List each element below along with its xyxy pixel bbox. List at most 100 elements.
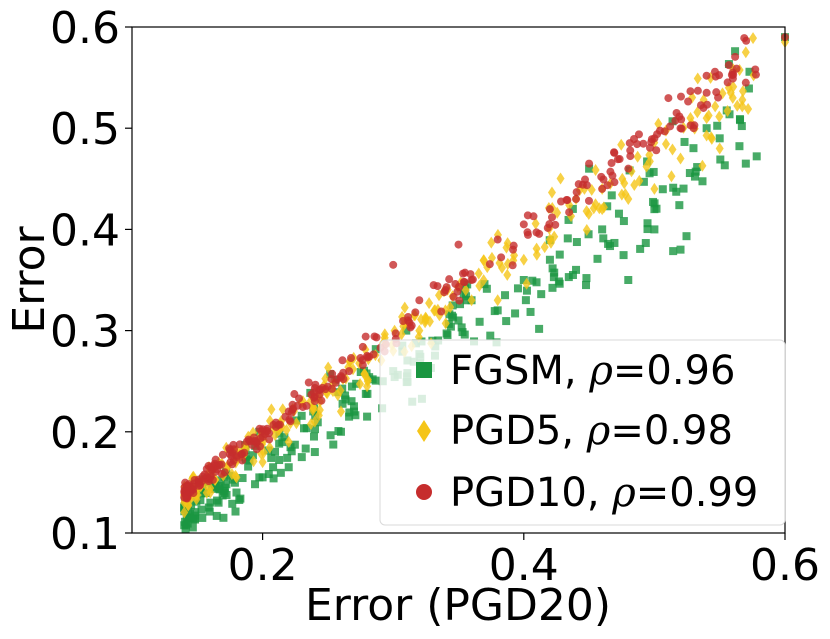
point-pgd10 — [608, 171, 617, 180]
point-pgd10 — [741, 78, 750, 87]
point-pgd10 — [195, 481, 204, 490]
point-fgsm — [599, 234, 608, 243]
point-fgsm — [280, 433, 289, 442]
point-pgd5 — [425, 297, 434, 310]
point-fgsm — [283, 453, 292, 462]
point-pgd10 — [626, 146, 635, 155]
point-fgsm — [248, 451, 257, 460]
point-pgd10 — [370, 332, 379, 341]
point-fgsm — [284, 463, 293, 472]
point-fgsm — [682, 232, 691, 241]
point-fgsm — [462, 296, 471, 305]
point-pgd5 — [363, 380, 372, 393]
point-fgsm — [290, 440, 299, 449]
point-fgsm — [197, 489, 206, 498]
point-pgd10 — [613, 155, 622, 164]
point-pgd5 — [744, 102, 753, 115]
point-pgd10 — [610, 178, 619, 187]
point-fgsm — [350, 407, 359, 416]
point-pgd10 — [445, 275, 454, 284]
point-fgsm — [548, 264, 557, 273]
point-fgsm — [572, 238, 581, 247]
point-pgd10 — [624, 164, 633, 173]
point-pgd10 — [248, 441, 257, 450]
point-fgsm — [287, 447, 296, 456]
point-pgd10 — [338, 356, 347, 365]
point-pgd10 — [183, 483, 192, 492]
point-pgd10 — [634, 130, 643, 139]
point-fgsm — [238, 474, 247, 483]
point-fgsm — [188, 523, 197, 532]
point-pgd5 — [582, 224, 591, 237]
point-fgsm — [658, 185, 667, 194]
point-fgsm — [744, 84, 753, 93]
point-fgsm — [693, 163, 702, 172]
point-pgd10 — [218, 450, 227, 459]
point-pgd5 — [650, 182, 659, 195]
point-fgsm — [341, 391, 350, 400]
point-pgd10 — [599, 175, 608, 184]
point-pgd10 — [189, 489, 198, 498]
point-pgd5 — [479, 274, 488, 287]
point-pgd10 — [302, 401, 311, 410]
point-fgsm — [568, 271, 577, 280]
point-pgd5 — [278, 403, 287, 416]
point-pgd10 — [331, 378, 340, 387]
point-fgsm — [349, 402, 358, 411]
data-points — [180, 32, 789, 533]
point-fgsm — [502, 317, 511, 326]
point-fgsm — [222, 480, 231, 489]
point-pgd5 — [232, 471, 241, 484]
point-pgd10 — [563, 196, 572, 205]
point-fgsm — [537, 290, 546, 299]
point-pgd10 — [310, 383, 319, 392]
point-pgd10 — [545, 205, 554, 214]
point-pgd5 — [715, 142, 724, 155]
point-pgd5 — [441, 317, 450, 330]
point-pgd5 — [645, 149, 654, 162]
point-fgsm — [442, 329, 451, 338]
point-fgsm — [345, 412, 354, 421]
point-fgsm — [286, 443, 295, 452]
point-pgd10 — [523, 228, 532, 237]
point-pgd10 — [728, 68, 737, 77]
point-fgsm — [275, 456, 284, 465]
legend-label-pgd5: PGD5, ρ=0.98 — [450, 408, 733, 454]
point-fgsm — [278, 438, 287, 447]
point-pgd5 — [498, 261, 507, 274]
point-pgd5 — [310, 415, 319, 428]
point-pgd10 — [702, 71, 711, 80]
point-fgsm — [205, 507, 214, 516]
point-fgsm — [297, 411, 306, 420]
point-pgd10 — [650, 134, 659, 143]
point-fgsm — [698, 177, 707, 186]
point-pgd5 — [556, 172, 565, 185]
point-pgd5 — [624, 193, 633, 206]
point-pgd10 — [684, 97, 693, 106]
point-pgd10 — [645, 143, 654, 152]
point-fgsm — [669, 183, 678, 192]
y-tick-label: 0.6 — [50, 3, 120, 54]
point-fgsm — [610, 238, 619, 247]
point-fgsm — [643, 219, 652, 228]
point-fgsm — [720, 161, 729, 170]
point-fgsm — [341, 395, 350, 404]
point-pgd10 — [459, 277, 468, 286]
point-fgsm — [528, 276, 537, 285]
point-fgsm — [345, 408, 354, 417]
point-pgd5 — [545, 233, 554, 246]
point-pgd10 — [626, 152, 635, 161]
point-pgd10 — [328, 369, 337, 378]
point-pgd10 — [358, 342, 367, 351]
point-pgd10 — [284, 407, 293, 416]
point-pgd5 — [733, 99, 742, 112]
point-fgsm — [183, 519, 192, 528]
point-pgd10 — [493, 235, 502, 244]
point-pgd10 — [441, 286, 450, 295]
point-pgd10 — [598, 184, 607, 193]
point-fgsm — [641, 239, 650, 248]
point-fgsm — [196, 496, 205, 505]
point-pgd10 — [310, 392, 319, 401]
point-pgd5 — [633, 150, 642, 163]
point-pgd5 — [336, 405, 345, 418]
